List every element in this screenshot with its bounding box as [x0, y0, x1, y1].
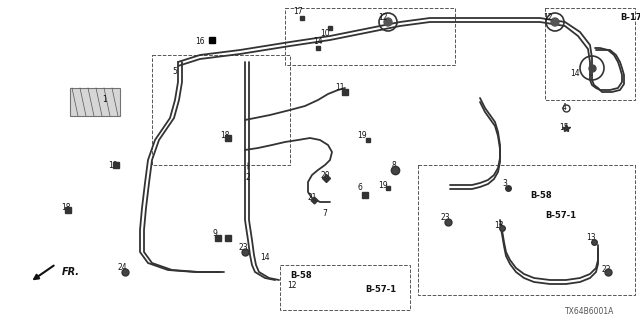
Text: 17: 17 [293, 7, 303, 17]
Text: 8: 8 [392, 161, 396, 170]
Text: B-57-1: B-57-1 [545, 211, 576, 220]
Text: 22: 22 [601, 266, 611, 275]
Circle shape [384, 18, 392, 26]
Bar [280, 265, 410, 310]
Text: 18: 18 [61, 204, 71, 212]
Text: 9: 9 [212, 228, 218, 237]
Text: 16: 16 [195, 37, 205, 46]
Text: 11: 11 [335, 84, 345, 92]
Text: 12: 12 [543, 13, 553, 22]
Text: 14: 14 [570, 68, 580, 77]
Text: 2: 2 [246, 173, 250, 182]
Text: B-17-20: B-17-20 [620, 13, 640, 22]
Text: 13: 13 [494, 220, 504, 229]
Bar [152, 55, 290, 165]
Bar [285, 8, 455, 65]
Text: 1: 1 [102, 95, 108, 105]
Text: B-58: B-58 [290, 270, 312, 279]
Text: TX64B6001A: TX64B6001A [565, 308, 614, 316]
Text: 18: 18 [220, 131, 230, 140]
Text: B-58: B-58 [530, 190, 552, 199]
Text: 14: 14 [260, 253, 270, 262]
Text: 5: 5 [173, 68, 177, 76]
Text: 21: 21 [307, 194, 317, 203]
Text: 6: 6 [358, 183, 362, 193]
Text: FR.: FR. [62, 267, 80, 277]
Text: 19: 19 [378, 180, 388, 189]
Text: 12: 12 [378, 13, 388, 22]
Text: 19: 19 [357, 131, 367, 140]
Text: B-57-1: B-57-1 [365, 285, 396, 294]
Circle shape [551, 18, 559, 26]
Text: 7: 7 [323, 209, 328, 218]
Text: 14: 14 [313, 37, 323, 46]
Text: 4: 4 [561, 103, 566, 113]
Text: 12: 12 [287, 281, 297, 290]
Text: 15: 15 [559, 124, 569, 132]
Bar [545, 8, 635, 100]
Text: 24: 24 [117, 263, 127, 273]
Text: 23: 23 [440, 213, 450, 222]
Text: 18: 18 [108, 161, 118, 170]
Bar [418, 165, 635, 295]
Text: 23: 23 [238, 244, 248, 252]
Bar [70, 88, 120, 116]
Text: 20: 20 [320, 171, 330, 180]
Text: 10: 10 [320, 28, 330, 37]
Text: 13: 13 [586, 233, 596, 242]
Text: 3: 3 [502, 179, 508, 188]
